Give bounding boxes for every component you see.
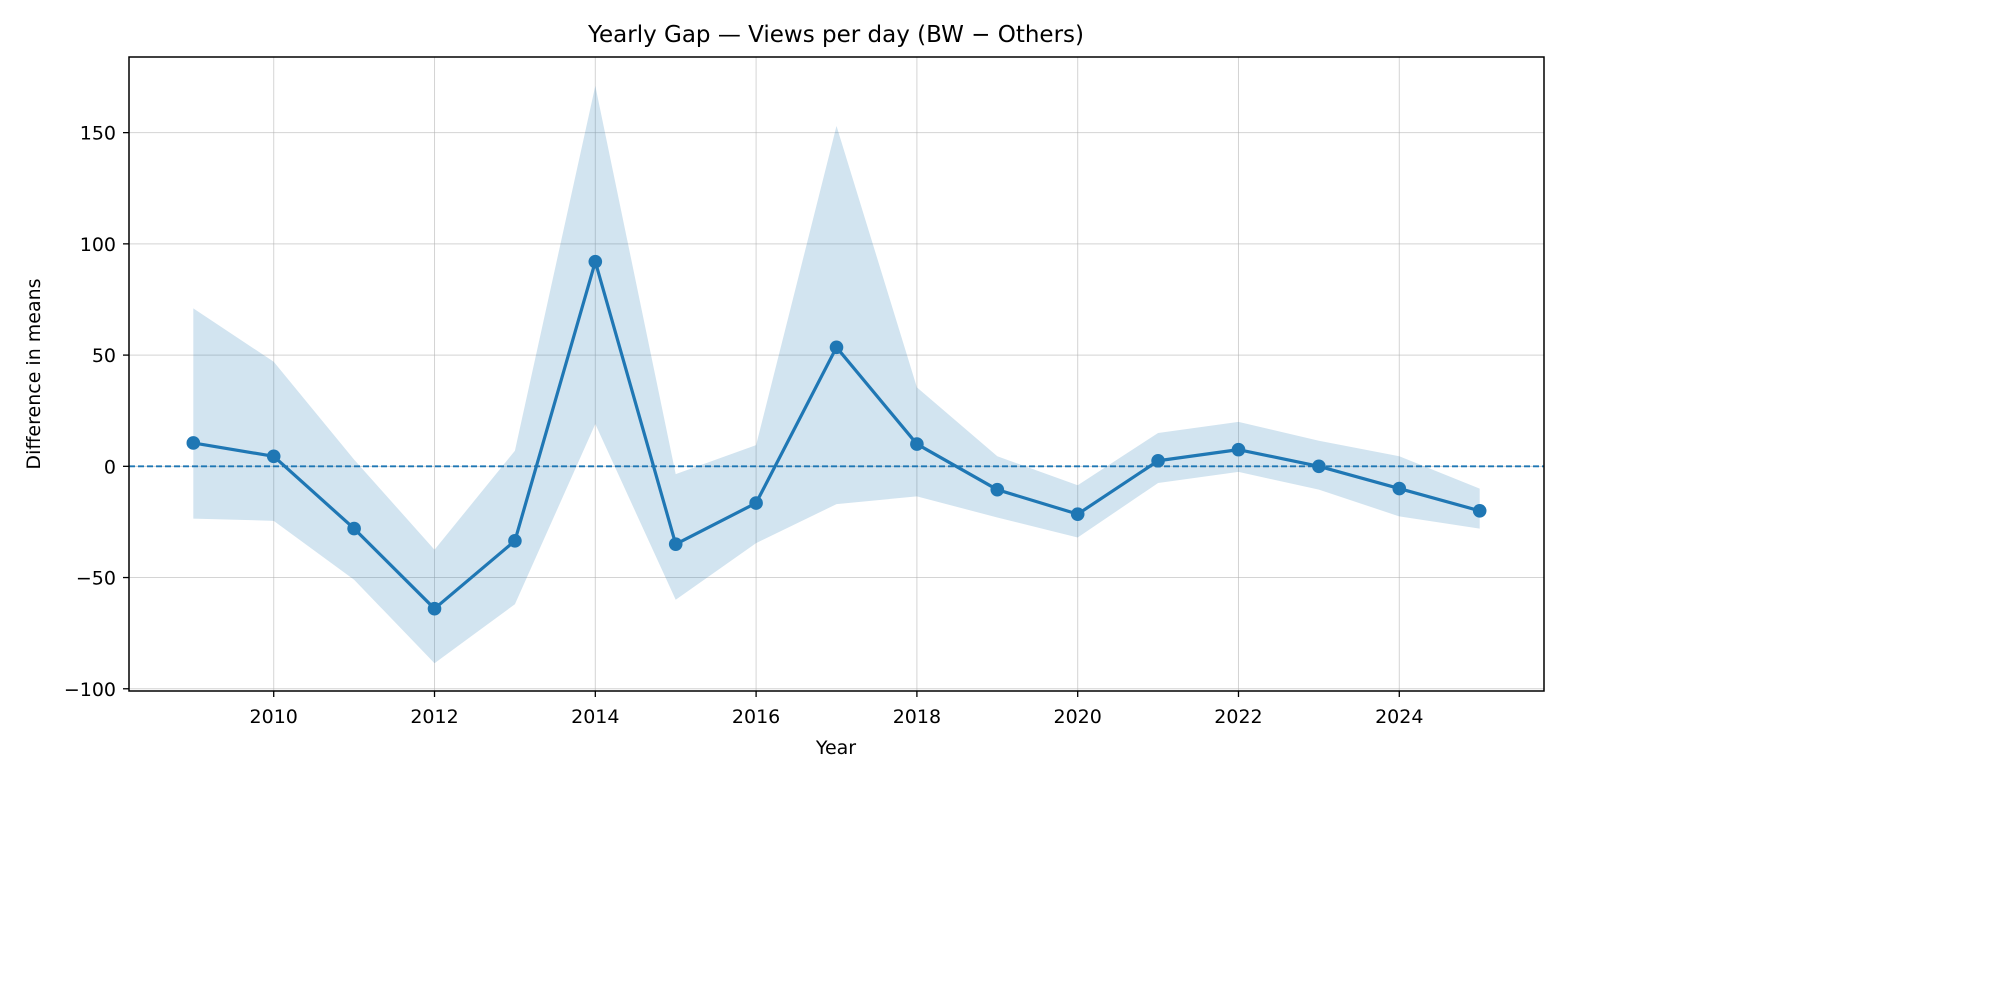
axes xyxy=(128,56,1545,692)
data-point xyxy=(1312,459,1326,474)
x-tick-label: 2012 xyxy=(410,706,458,728)
data-point xyxy=(1070,507,1085,521)
data-point xyxy=(668,537,683,551)
y-tick-label: 100 xyxy=(80,234,116,256)
plot-frame xyxy=(128,56,1545,692)
y-tick-label: 150 xyxy=(80,123,116,145)
data-point xyxy=(829,340,844,355)
y-tick-label: −50 xyxy=(76,568,116,590)
data-point xyxy=(508,534,522,548)
data-point xyxy=(347,521,361,536)
confidence-band xyxy=(193,85,1480,664)
confidence-band-area xyxy=(193,85,1480,664)
y-ticks: −100 −50 0 50 100 150 xyxy=(64,123,129,701)
figure-background xyxy=(0,0,1564,782)
x-tick-label: 2024 xyxy=(1375,706,1423,728)
chart-title: Yearly Gap — Views per day (BW − Others) xyxy=(587,22,1084,48)
x-tick-label: 2022 xyxy=(1214,706,1262,728)
y-tick-label: 0 xyxy=(104,456,116,478)
data-point xyxy=(1472,504,1487,518)
data-point xyxy=(1231,442,1246,457)
data-point xyxy=(186,436,201,450)
x-axis-label: Year xyxy=(815,737,856,759)
x-tick-label: 2014 xyxy=(571,706,619,728)
x-tick-label: 2018 xyxy=(893,706,941,728)
x-tick-label: 2016 xyxy=(732,706,780,728)
data-point xyxy=(990,482,1005,497)
x-tick-label: 2010 xyxy=(250,706,298,728)
data-point xyxy=(427,601,442,616)
data-point xyxy=(910,437,924,451)
data-point xyxy=(266,449,281,464)
y-tick-label: 50 xyxy=(92,345,116,367)
data-point xyxy=(588,254,603,269)
series-group xyxy=(186,254,1487,616)
chart: 2010 2012 2014 2016 2018 2020 2022 2024 −100 −50… xyxy=(0,0,1564,782)
y-axis-label: Difference in means xyxy=(23,278,45,469)
y-tick-label: −100 xyxy=(64,679,116,701)
x-ticks: 2010 2012 2014 2016 2018 2020 2022 2024 xyxy=(250,691,1423,728)
data-point xyxy=(749,496,763,510)
x-tick-label: 2020 xyxy=(1054,706,1102,728)
data-point xyxy=(1392,481,1407,496)
data-point xyxy=(1151,453,1165,468)
